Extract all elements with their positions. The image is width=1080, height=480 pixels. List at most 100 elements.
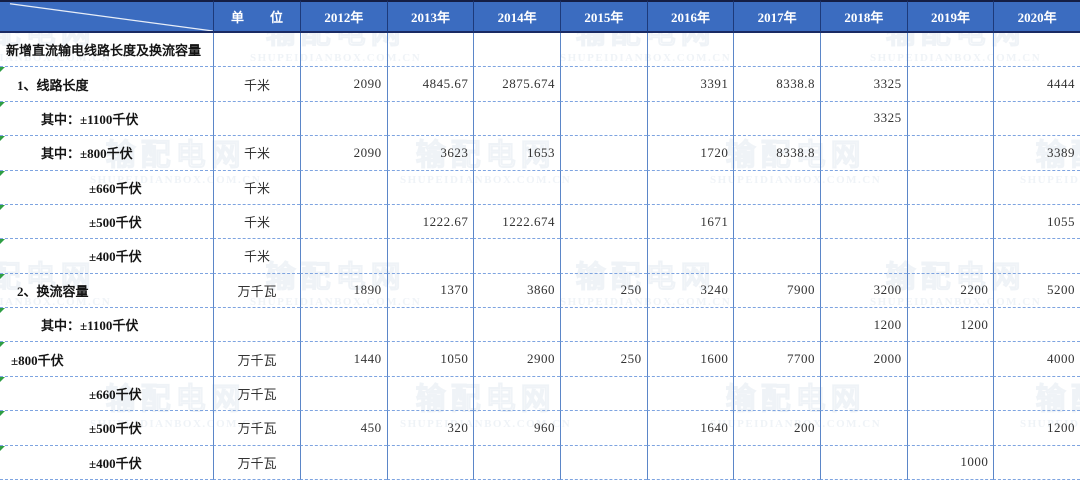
- value-cell[interactable]: 1890: [300, 273, 387, 309]
- value-cell[interactable]: [993, 239, 1080, 274]
- value-cell[interactable]: [386, 308, 474, 343]
- row-label-cell[interactable]: ±800千伏: [0, 342, 213, 377]
- unit-column-header[interactable]: 单 位: [213, 0, 300, 33]
- value-cell[interactable]: [386, 239, 474, 274]
- value-cell[interactable]: [559, 101, 647, 137]
- row-label-cell[interactable]: ±400千伏: [0, 445, 213, 480]
- value-cell[interactable]: [473, 445, 560, 480]
- value-cell[interactable]: 2090: [300, 136, 387, 171]
- value-cell[interactable]: 250: [559, 342, 647, 377]
- value-cell[interactable]: [906, 101, 994, 137]
- value-cell[interactable]: 3240: [646, 273, 734, 309]
- value-cell[interactable]: 1200: [819, 308, 907, 343]
- unit-cell[interactable]: 千米: [213, 170, 300, 205]
- value-cell[interactable]: [819, 170, 907, 205]
- value-cell[interactable]: 1222.674: [473, 204, 560, 240]
- value-cell[interactable]: [559, 308, 647, 343]
- value-cell[interactable]: [300, 101, 387, 137]
- value-cell[interactable]: [473, 101, 560, 137]
- value-cell[interactable]: 320: [386, 411, 474, 446]
- value-cell[interactable]: 1050: [386, 342, 474, 377]
- value-cell[interactable]: [733, 308, 820, 343]
- value-cell[interactable]: [646, 445, 734, 480]
- unit-cell[interactable]: 万千瓦: [213, 411, 300, 446]
- value-cell[interactable]: [559, 33, 647, 68]
- column-header-year[interactable]: 2016年: [646, 0, 734, 33]
- value-cell[interactable]: [906, 67, 994, 102]
- value-cell[interactable]: 4000: [993, 342, 1080, 377]
- value-cell[interactable]: 250: [559, 273, 647, 309]
- value-cell[interactable]: [819, 239, 907, 274]
- value-cell[interactable]: 960: [473, 411, 560, 446]
- unit-cell[interactable]: [213, 33, 300, 68]
- value-cell[interactable]: [819, 411, 907, 446]
- value-cell[interactable]: [559, 136, 647, 171]
- value-cell[interactable]: [300, 376, 387, 412]
- row-label-cell[interactable]: 其中：±800千伏: [0, 136, 213, 171]
- value-cell[interactable]: 1222.67: [386, 204, 474, 240]
- unit-cell[interactable]: 万千瓦: [213, 445, 300, 480]
- value-cell[interactable]: 1440: [300, 342, 387, 377]
- value-cell[interactable]: [300, 33, 387, 68]
- value-cell[interactable]: 2875.674: [473, 67, 560, 102]
- corner-header-cell[interactable]: [0, 0, 213, 33]
- value-cell[interactable]: [993, 445, 1080, 480]
- column-header-year[interactable]: 2018年: [819, 0, 907, 33]
- value-cell[interactable]: [993, 308, 1080, 343]
- value-cell[interactable]: [733, 101, 820, 137]
- value-cell[interactable]: [906, 239, 994, 274]
- value-cell[interactable]: 8338.8: [733, 136, 820, 171]
- value-cell[interactable]: [559, 411, 647, 446]
- value-cell[interactable]: [819, 204, 907, 240]
- value-cell[interactable]: [473, 170, 560, 205]
- value-cell[interactable]: [473, 33, 560, 68]
- value-cell[interactable]: [300, 239, 387, 274]
- value-cell[interactable]: 2200: [906, 273, 994, 309]
- value-cell[interactable]: [386, 445, 474, 480]
- row-label-cell[interactable]: ±400千伏: [0, 239, 213, 274]
- row-label-cell[interactable]: 1、线路长度: [0, 67, 213, 102]
- value-cell[interactable]: [993, 376, 1080, 412]
- value-cell[interactable]: [300, 204, 387, 240]
- value-cell[interactable]: [906, 376, 994, 412]
- column-header-year[interactable]: 2017年: [733, 0, 820, 33]
- row-label-cell[interactable]: 其中：±1100千伏: [0, 101, 213, 137]
- unit-cell[interactable]: [213, 101, 300, 137]
- column-header-year[interactable]: 2019年: [906, 0, 994, 33]
- value-cell[interactable]: 1055: [993, 204, 1080, 240]
- row-label-cell[interactable]: 其中：±1100千伏: [0, 308, 213, 343]
- unit-cell[interactable]: 千米: [213, 239, 300, 274]
- unit-cell[interactable]: 万千瓦: [213, 376, 300, 412]
- value-cell[interactable]: 2000: [819, 342, 907, 377]
- value-cell[interactable]: [646, 170, 734, 205]
- value-cell[interactable]: [559, 376, 647, 412]
- value-cell[interactable]: [906, 33, 994, 68]
- value-cell[interactable]: [819, 136, 907, 171]
- value-cell[interactable]: [906, 342, 994, 377]
- row-label-cell[interactable]: ±660千伏: [0, 170, 213, 205]
- value-cell[interactable]: [473, 239, 560, 274]
- row-label-cell[interactable]: ±660千伏: [0, 376, 213, 412]
- value-cell[interactable]: 1653: [473, 136, 560, 171]
- value-cell[interactable]: [646, 239, 734, 274]
- value-cell[interactable]: [473, 376, 560, 412]
- value-cell[interactable]: 1640: [646, 411, 734, 446]
- row-label-cell[interactable]: ±500千伏: [0, 411, 213, 446]
- value-cell[interactable]: [733, 376, 820, 412]
- value-cell[interactable]: [733, 445, 820, 480]
- value-cell[interactable]: [386, 101, 474, 137]
- value-cell[interactable]: [993, 170, 1080, 205]
- value-cell[interactable]: 1000: [906, 445, 994, 480]
- value-cell[interactable]: 1200: [993, 411, 1080, 446]
- value-cell[interactable]: [300, 170, 387, 205]
- value-cell[interactable]: [993, 33, 1080, 68]
- column-header-year[interactable]: 2020年: [993, 0, 1080, 33]
- value-cell[interactable]: [473, 308, 560, 343]
- value-cell[interactable]: 3325: [819, 67, 907, 102]
- value-cell[interactable]: [993, 101, 1080, 137]
- value-cell[interactable]: [733, 33, 820, 68]
- value-cell[interactable]: [646, 308, 734, 343]
- value-cell[interactable]: 3860: [473, 273, 560, 309]
- unit-cell[interactable]: 万千瓦: [213, 273, 300, 309]
- value-cell[interactable]: [906, 136, 994, 171]
